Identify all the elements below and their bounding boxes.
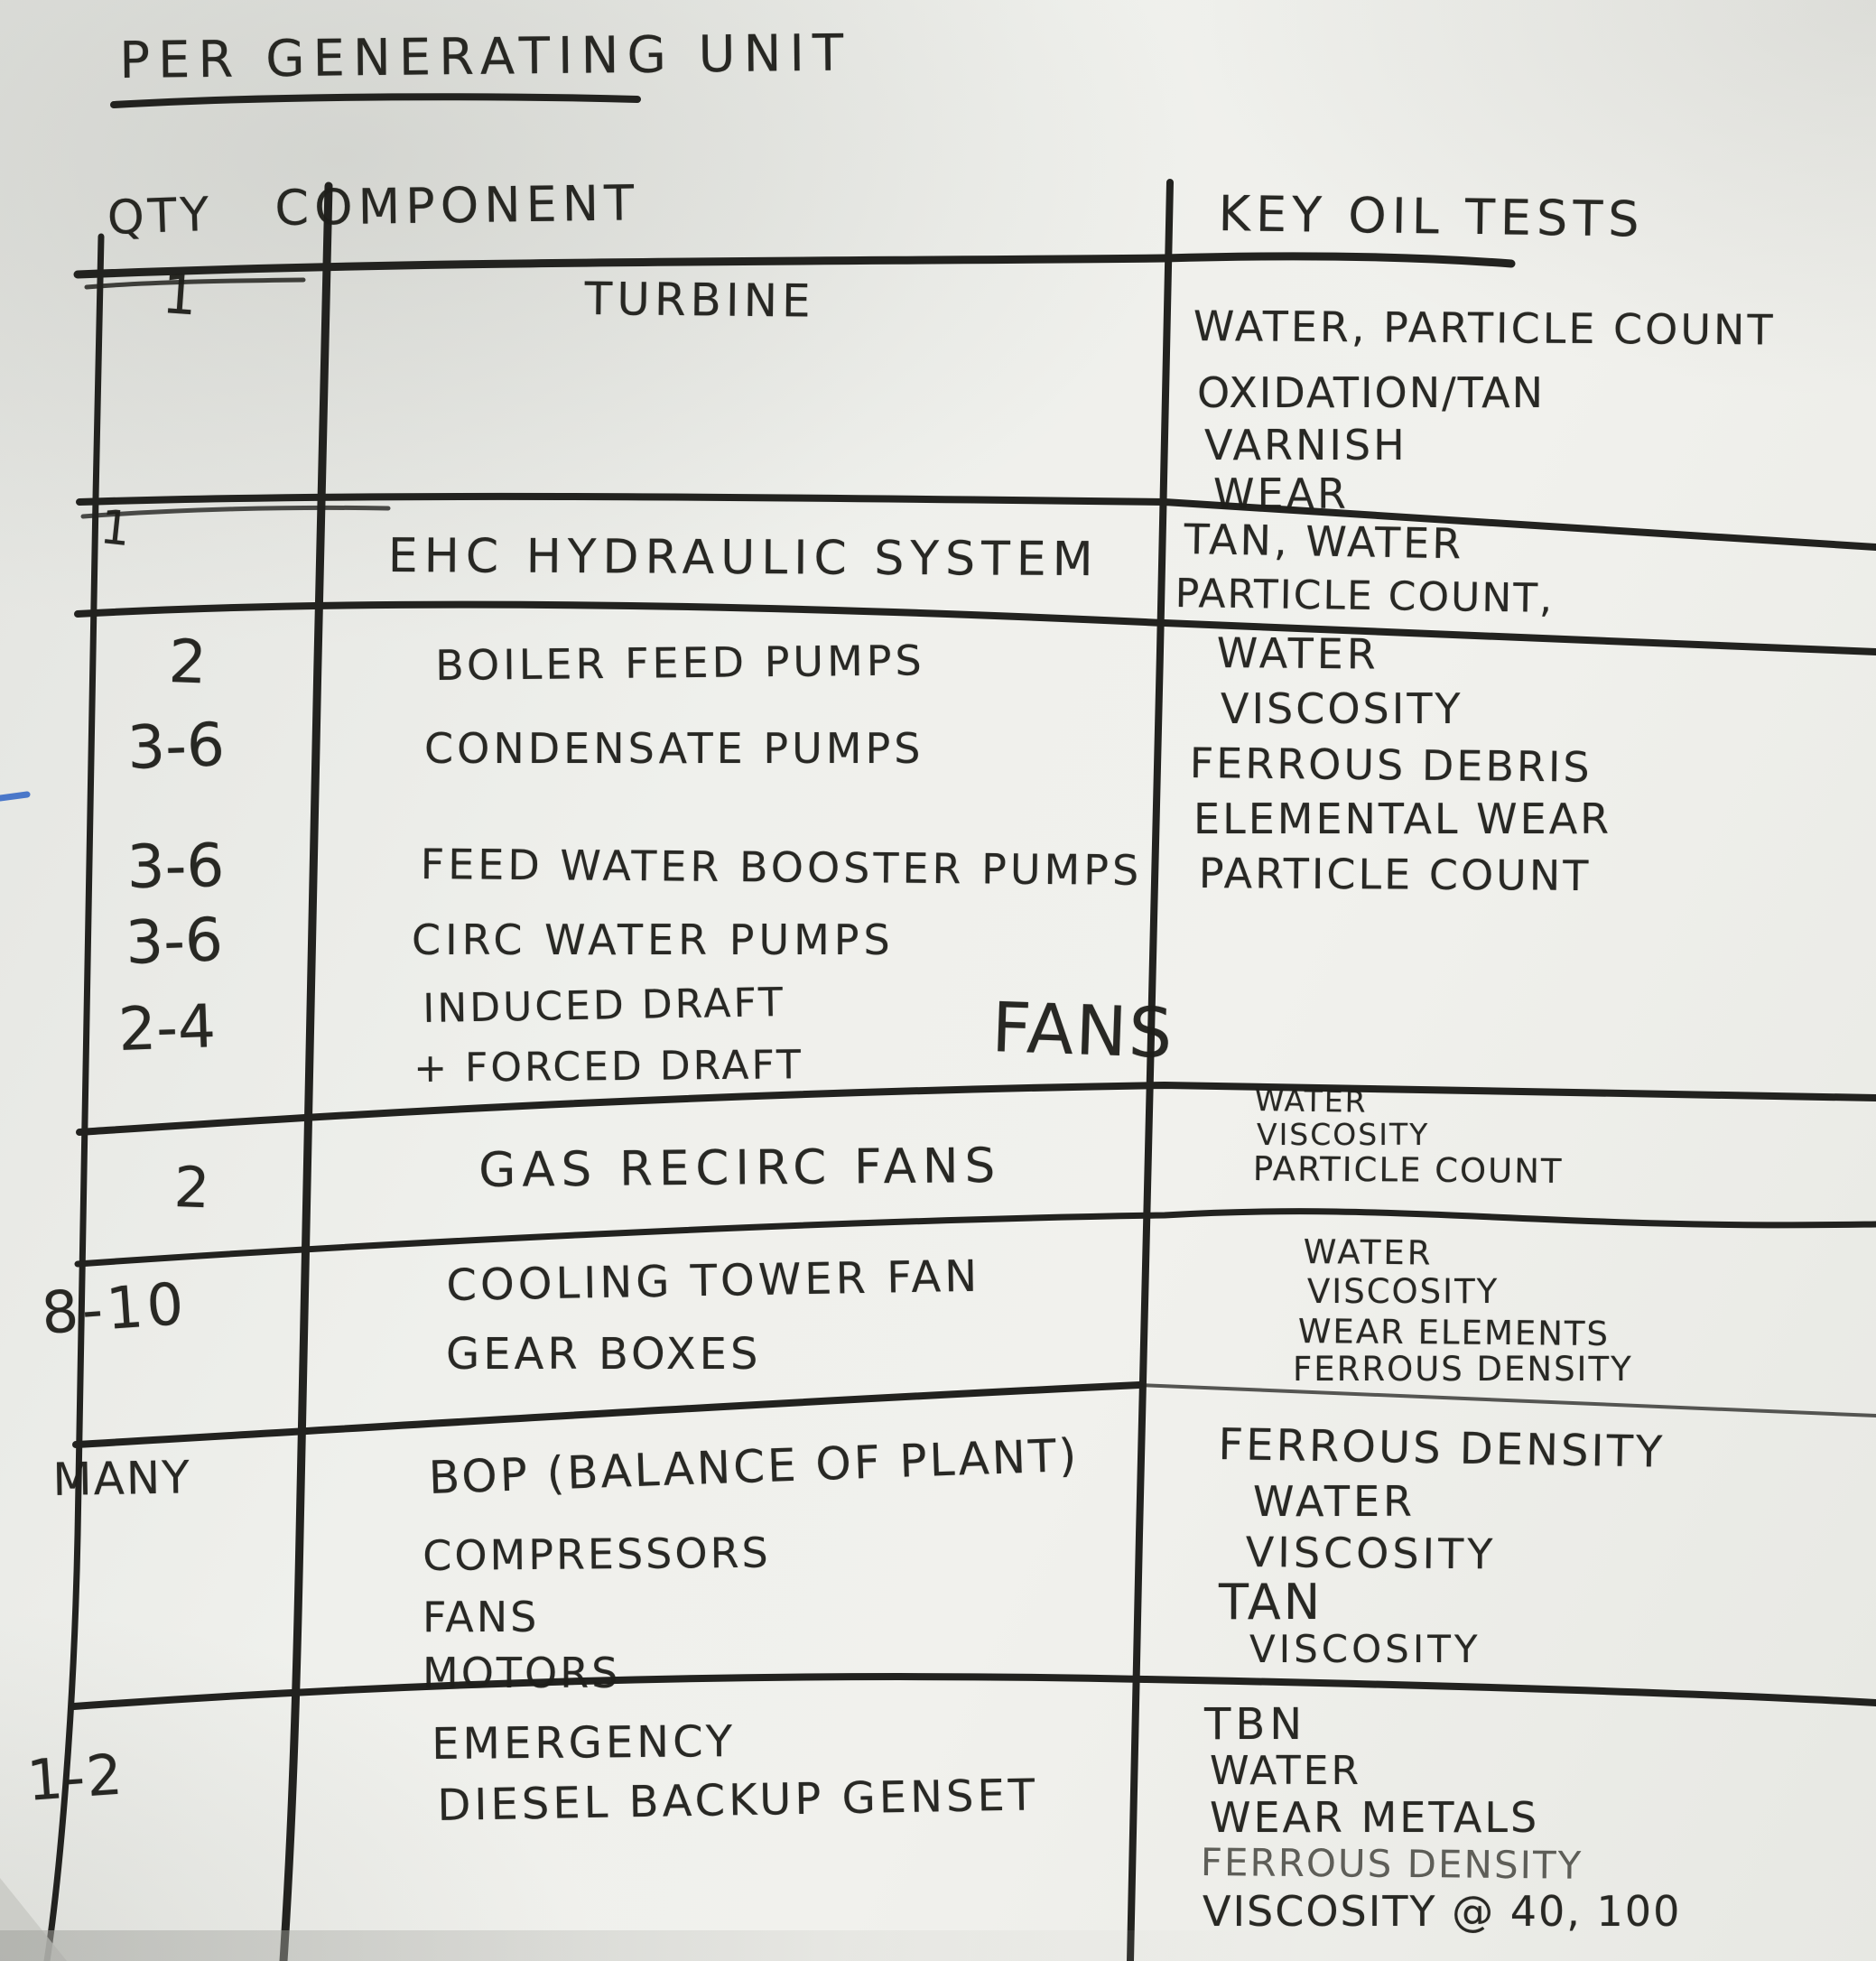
test-line: WEAR xyxy=(1213,469,1349,518)
component-cell: COMPRESSORS xyxy=(422,1528,771,1580)
column-header-qty: QTY xyxy=(106,187,214,246)
component-cell: CONDENSATE PUMPS xyxy=(424,724,924,773)
qty-cell: 1 xyxy=(98,500,134,558)
component-cell: INDUCED DRAFT xyxy=(422,979,786,1032)
test-line: WATER xyxy=(1254,1083,1368,1120)
qty-cell: 1-2 xyxy=(24,1741,126,1814)
test-line: WATER xyxy=(1253,1477,1416,1526)
qty-cell: 2 xyxy=(172,1154,211,1222)
component-cell: MOTORS xyxy=(423,1649,621,1697)
test-line: WATER, PARTICLE COUNT xyxy=(1193,302,1776,355)
component-cell: BOILER FEED PUMPS xyxy=(434,636,925,690)
qty-cell: 2 xyxy=(167,627,209,698)
test-line: FERROUS DENSITY xyxy=(1293,1350,1633,1389)
qty-cell: 3-6 xyxy=(125,831,226,902)
component-cell: + FORCED DRAFT xyxy=(413,1042,804,1092)
test-line: VARNISH xyxy=(1204,421,1407,469)
qty-cell: 2-4 xyxy=(116,991,218,1064)
test-line: VISCOSITY xyxy=(1249,1627,1481,1671)
test-line: VISCOSITY xyxy=(1245,1528,1497,1579)
qty-cell: 3-6 xyxy=(125,710,227,783)
column-header-component: COMPONENT xyxy=(274,174,640,237)
component-cell: TURBINE xyxy=(584,273,815,328)
test-line: WEAR ELEMENTS xyxy=(1297,1312,1611,1354)
component-cell: CIRC WATER PUMPS xyxy=(412,915,895,964)
test-line: TAN, WATER xyxy=(1184,515,1464,569)
component-cell: GEAR BOXES xyxy=(446,1329,762,1380)
board-edge-shadow xyxy=(0,1930,1876,1961)
component-cell: GAS RECIRC FANS xyxy=(478,1138,1002,1198)
test-line: OXIDATION/TAN xyxy=(1197,368,1546,417)
test-line: FERROUS DENSITY xyxy=(1200,1840,1583,1888)
test-line: VISCOSITY xyxy=(1221,684,1463,733)
qty-cell: 1 xyxy=(160,263,200,329)
component-cell: DIESEL BACKUP GENSET xyxy=(436,1770,1039,1831)
column-header-key-oil-tests: KEY OIL TESTS xyxy=(1218,185,1646,248)
component-cell: EMERGENCY xyxy=(431,1716,737,1770)
test-line: VISCOSITY xyxy=(1307,1272,1500,1311)
test-line: TBN xyxy=(1204,1699,1307,1750)
test-line: PARTICLE COUNT xyxy=(1198,849,1592,901)
blue-marker-dash xyxy=(0,791,31,802)
test-line: WATER xyxy=(1210,1748,1362,1794)
test-line: TAN xyxy=(1219,1574,1323,1631)
test-line: WATER xyxy=(1303,1232,1434,1273)
test-line: FERROUS DEBRIS xyxy=(1189,739,1593,792)
test-line: VISCOSITY xyxy=(1257,1117,1430,1152)
test-line: ELEMENTAL WEAR xyxy=(1193,795,1612,843)
test-line: PARTICLE COUNT xyxy=(1252,1149,1564,1191)
test-line: PARTICLE COUNT, xyxy=(1175,571,1555,622)
component-cell: COOLING TOWER FAN xyxy=(445,1250,981,1311)
test-line: FERROUS DENSITY xyxy=(1218,1419,1666,1478)
qty-cell: 3-6 xyxy=(124,905,225,978)
qty-cell: 8-10 xyxy=(39,1270,190,1348)
component-cell: EHC HYDRAULIC SYSTEM xyxy=(387,529,1100,588)
component-cell: FEED WATER BOOSTER PUMPS xyxy=(420,840,1143,895)
test-line: WEAR METALS xyxy=(1210,1793,1540,1842)
test-line: VISCOSITY @ 40, 100 xyxy=(1203,1887,1682,1936)
component-emphasis: FANS xyxy=(990,987,1175,1073)
component-cell: FANS xyxy=(423,1593,540,1641)
test-line: WATER xyxy=(1216,628,1380,679)
qty-cell: MANY xyxy=(51,1451,192,1506)
page-title: PER GENERATING UNIT xyxy=(118,23,852,90)
